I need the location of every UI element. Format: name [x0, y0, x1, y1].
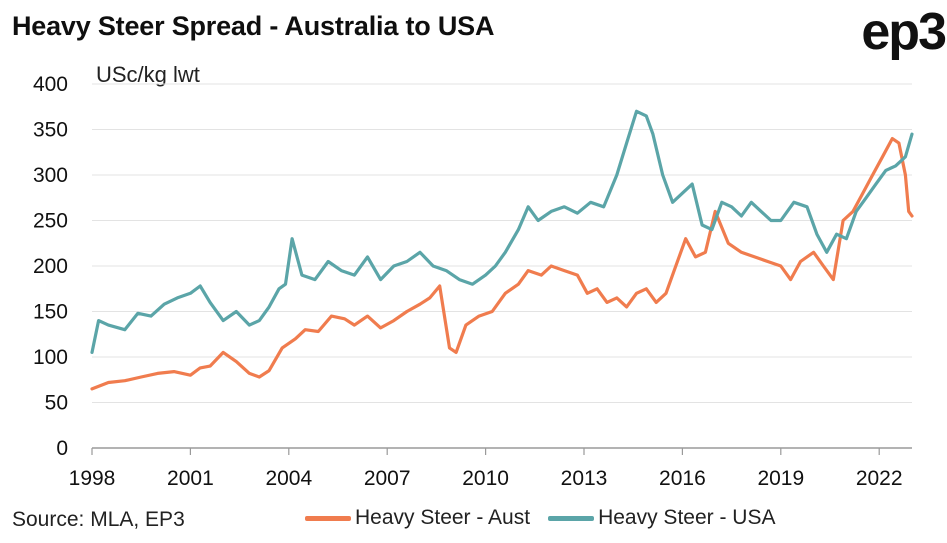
- y-tick-label: 300: [33, 164, 68, 187]
- series-lines: [90, 109, 914, 391]
- legend-swatch-aust: [305, 515, 351, 521]
- y-tick-label: 250: [33, 210, 68, 233]
- legend-label-aust: Heavy Steer - Aust: [355, 506, 531, 529]
- y-tick-label: 400: [33, 73, 68, 96]
- series-line-usa: [90, 109, 914, 354]
- x-tick-label: 2004: [265, 467, 312, 490]
- legend-label-usa: Heavy Steer - USA: [598, 506, 776, 529]
- y-axis-label: USc/kg lwt: [96, 62, 200, 87]
- source-note: Source: MLA, EP3: [12, 508, 185, 531]
- y-axis-ticks: 0 50 100 150 200 250 300 350 400: [33, 73, 68, 460]
- legend: Heavy Steer - Aust Heavy Steer - USA: [305, 506, 793, 530]
- legend-item-usa: Heavy Steer - USA: [548, 506, 775, 530]
- x-tick-label: 2010: [462, 467, 509, 490]
- x-tick-label: 2019: [757, 467, 804, 490]
- x-tick-label: 2013: [561, 467, 608, 490]
- ep3-logo: ep3: [861, 3, 947, 61]
- legend-swatch-usa: [548, 515, 595, 521]
- y-tick-label: 150: [33, 301, 68, 324]
- x-tick-label: 1998: [69, 467, 116, 490]
- x-tick-label: 2016: [659, 467, 706, 490]
- x-axis-ticks: 1998 2001 2004 2007 2010 2013 2016 2019 2022: [69, 448, 903, 490]
- y-tick-label: 200: [33, 255, 68, 278]
- gridlines: [92, 83, 912, 449]
- y-tick-label: 0: [56, 437, 68, 460]
- y-tick-label: 350: [33, 119, 68, 142]
- series-line-aust: [90, 137, 914, 391]
- x-tick-label: 2007: [364, 467, 411, 490]
- y-tick-label: 100: [33, 346, 68, 369]
- x-tick-label: 2022: [856, 467, 903, 490]
- chart-title: Heavy Steer Spread - Australia to USA: [12, 11, 495, 41]
- x-tick-label: 2001: [167, 467, 214, 490]
- y-tick-label: 50: [45, 392, 68, 415]
- legend-item-aust: Heavy Steer - Aust: [305, 506, 530, 530]
